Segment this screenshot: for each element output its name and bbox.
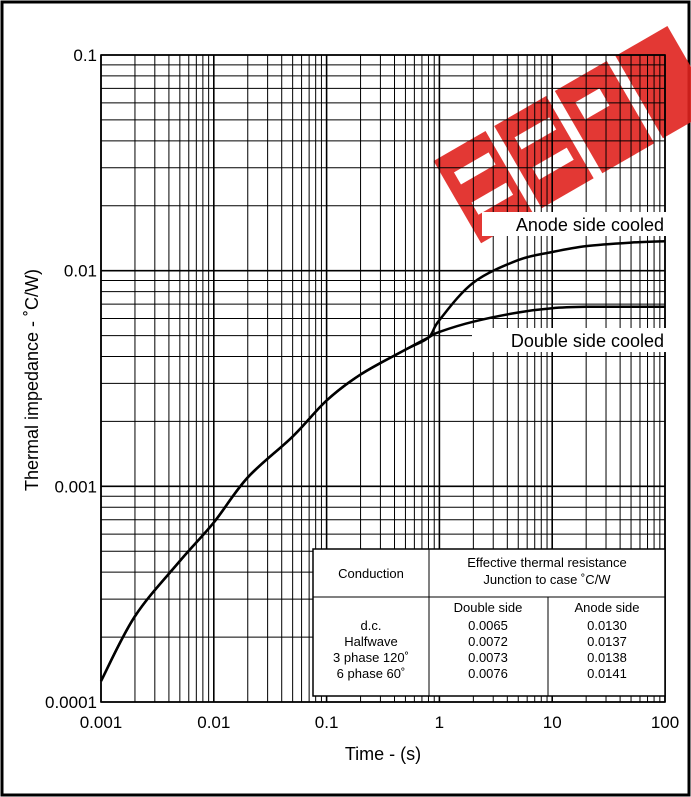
series-label-anode-side-cooled: Anode side cooled: [516, 215, 664, 235]
table-cell-double-side: 0.0072: [468, 634, 508, 649]
x-tick-label: 1: [435, 713, 444, 732]
table-cell-conduction: 6 phase 60˚: [337, 666, 406, 681]
table-cell-anode-side: 0.0138: [587, 650, 627, 665]
x-tick-label: 100: [651, 713, 679, 732]
table-cell-double-side: 0.0076: [468, 666, 508, 681]
thermal-resistance-table: Conduction Effective thermal resistance …: [312, 548, 666, 697]
x-tick-label: 10: [543, 713, 562, 732]
double-label-bg: [472, 328, 666, 352]
plot-curves: [99, 239, 666, 682]
table-header-title-line2: Junction to case ˚C/W: [483, 572, 611, 587]
table-col-double-side: Double side: [454, 600, 523, 615]
x-tick-label: 0.01: [197, 713, 230, 732]
y-tick-label: 0.001: [54, 477, 97, 496]
table-col-anode-side: Anode side: [574, 600, 639, 615]
table-cell-conduction: Halfwave: [344, 634, 397, 649]
anode-label-bg: [482, 212, 666, 236]
y-tick-label: 0.1: [73, 46, 97, 65]
watermark-logo: [433, 26, 691, 244]
table-cell-double-side: 0.0073: [468, 650, 508, 665]
table-cell-conduction: 3 phase 120˚: [333, 650, 409, 665]
table-header-conduction: Conduction: [338, 566, 404, 581]
x-tick-label: 0.001: [80, 713, 123, 732]
plot-area-border: [100, 54, 666, 703]
series-line-double-side-cooled: [99, 305, 665, 682]
series-label-double-side-cooled: Double side cooled: [511, 331, 664, 351]
table-cell-conduction: d.c.: [361, 618, 382, 633]
table-cell-anode-side: 0.0141: [587, 666, 627, 681]
table-cell-anode-side: 0.0137: [587, 634, 627, 649]
table-header-title-line1: Effective thermal resistance: [467, 555, 626, 570]
table-cell-double-side: 0.0065: [468, 618, 508, 633]
table-cell-anode-side: 0.0130: [587, 618, 627, 633]
y-tick-label: 0.0001: [45, 693, 97, 712]
table-rows: d.c. 0.0065 0.0130 Halfwave 0.0072 0.0137 3 ph…: [333, 618, 627, 681]
x-axis-label: Time - (s): [345, 744, 421, 764]
y-axis-label: Thermal impedance - ˚C/W): [22, 269, 42, 491]
y-tick-label: 0.01: [64, 262, 97, 281]
x-tick-label: 0.1: [315, 713, 339, 732]
table-box: [312, 548, 666, 697]
